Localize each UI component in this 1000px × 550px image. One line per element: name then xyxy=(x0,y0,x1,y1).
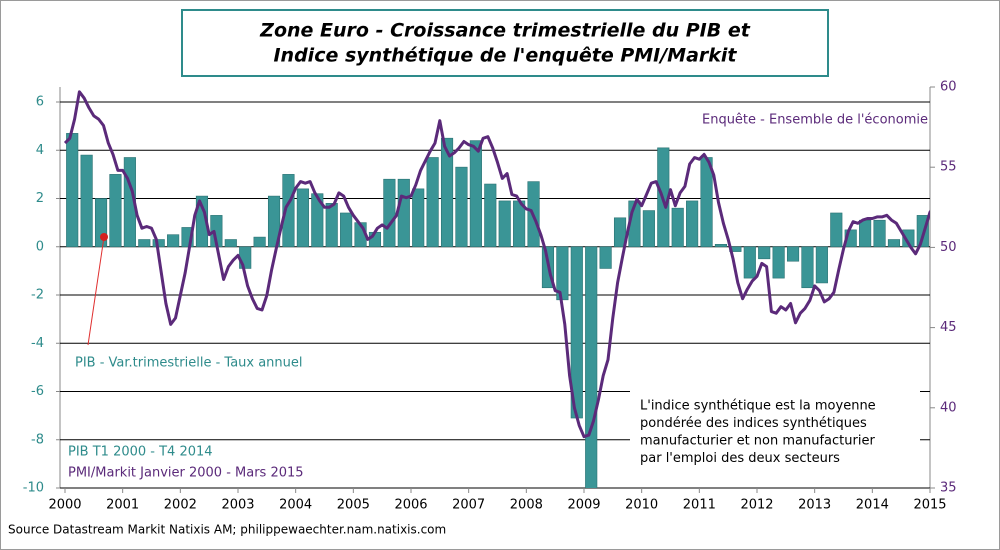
series-label: PIB - Var.trimestrielle - Taux annuel xyxy=(75,356,303,371)
x-tick-label: 2011 xyxy=(683,498,716,513)
note-box xyxy=(630,390,920,470)
chart-title: Zone Euro - Croissance trimestrielle du … xyxy=(259,20,751,42)
bar xyxy=(224,239,237,248)
y-tick-label: -2 xyxy=(31,288,44,303)
bar xyxy=(426,157,439,248)
bar xyxy=(599,246,612,269)
x-tick-label: 2014 xyxy=(856,498,889,513)
y2-tick-label: 45 xyxy=(940,320,957,335)
x-tick-label: 2005 xyxy=(337,498,370,513)
bar xyxy=(887,239,901,248)
line xyxy=(63,90,930,439)
title-box xyxy=(181,9,829,77)
bar xyxy=(167,234,180,248)
y-tick-label: 2 xyxy=(36,191,44,206)
pointer-dot xyxy=(100,233,108,241)
x-tick-label: 2009 xyxy=(567,498,600,513)
labels: -10 -8 -6 -4 -2 0 2 4 6 35 40 45 50 55 60 2000 2001 2002 2… xyxy=(8,80,957,537)
x-tick-label: 2002 xyxy=(164,498,197,513)
y-tick-label: -8 xyxy=(31,432,44,447)
bar xyxy=(253,236,266,248)
x-tick-label: 2004 xyxy=(279,498,312,513)
bar xyxy=(311,193,324,248)
y-tick-label: -4 xyxy=(31,336,44,351)
bar xyxy=(80,154,93,248)
x-tick-label: 2006 xyxy=(394,498,427,513)
x-tick-label: 2013 xyxy=(798,498,831,513)
bar xyxy=(642,210,655,248)
y2-tick-label: 40 xyxy=(940,400,957,415)
y-tick-label: 6 xyxy=(36,95,44,110)
y-tick-label: -10 xyxy=(23,481,44,496)
bar xyxy=(109,174,122,248)
bar xyxy=(282,174,295,248)
note-line: pondérée des indices synthétiques xyxy=(640,416,867,431)
bar xyxy=(686,200,699,248)
bar xyxy=(340,212,353,248)
x-tick-label: 2001 xyxy=(106,498,139,513)
bar xyxy=(801,246,814,289)
bar xyxy=(181,227,194,248)
bar xyxy=(830,212,843,248)
bar xyxy=(786,246,800,262)
bar xyxy=(613,217,627,248)
y-tick-label: 4 xyxy=(36,143,44,158)
bar xyxy=(873,219,886,248)
y2-tick-label: 35 xyxy=(940,481,957,496)
bar xyxy=(772,246,785,279)
bar xyxy=(671,207,684,248)
bar xyxy=(94,198,108,248)
annotation: PMI/Markit Janvier 2000 - Mars 2015 xyxy=(68,466,304,481)
bar xyxy=(758,246,771,260)
x-tick-label: 2010 xyxy=(625,498,658,513)
x-tick-label: 2003 xyxy=(221,498,254,513)
bar xyxy=(296,188,309,248)
bar xyxy=(66,133,79,248)
series-label: Enquête - Ensemble de l'économie xyxy=(702,113,928,128)
note-line: L'indice synthétique est la moyenne xyxy=(640,399,876,414)
bar xyxy=(815,246,828,284)
x-tick-label: 2012 xyxy=(740,498,773,513)
bar xyxy=(138,239,151,248)
bar xyxy=(325,203,338,248)
bar xyxy=(498,200,511,248)
y2-tick-label: 50 xyxy=(940,240,957,255)
x-tick-label: 2008 xyxy=(510,498,543,513)
bar xyxy=(412,188,425,248)
bar xyxy=(585,246,598,488)
chart-title: Indice synthétique de l'enquête PMI/Mark… xyxy=(273,45,737,67)
bar xyxy=(239,246,252,269)
bar xyxy=(484,183,497,248)
pointer-line xyxy=(87,236,105,346)
note-line: par l'emploi des deux secteurs xyxy=(640,451,840,466)
bar xyxy=(267,195,281,248)
bar xyxy=(714,244,728,248)
x-tick-label: 2015 xyxy=(913,498,946,513)
bar xyxy=(469,140,482,248)
lines xyxy=(63,90,930,439)
bar xyxy=(383,178,396,248)
note-line: manufacturier et non manufacturier xyxy=(640,434,875,449)
annotation: PIB T1 2000 - T4 2014 xyxy=(68,445,213,460)
bar xyxy=(743,246,756,279)
x-tick-label: 2000 xyxy=(48,498,81,513)
bar xyxy=(397,178,410,248)
bar xyxy=(902,229,915,248)
bar xyxy=(455,166,468,248)
bars xyxy=(66,133,929,488)
y2-tick-label: 60 xyxy=(940,80,957,95)
bar xyxy=(859,219,872,248)
source: Source Datastream Markit Natixis AM; phi… xyxy=(8,523,446,537)
bar xyxy=(440,137,454,248)
y-tick-label: -6 xyxy=(31,384,44,399)
y-tick-label: 0 xyxy=(36,239,44,254)
x-tick-label: 2007 xyxy=(452,498,485,513)
y2-tick-label: 55 xyxy=(940,160,957,175)
